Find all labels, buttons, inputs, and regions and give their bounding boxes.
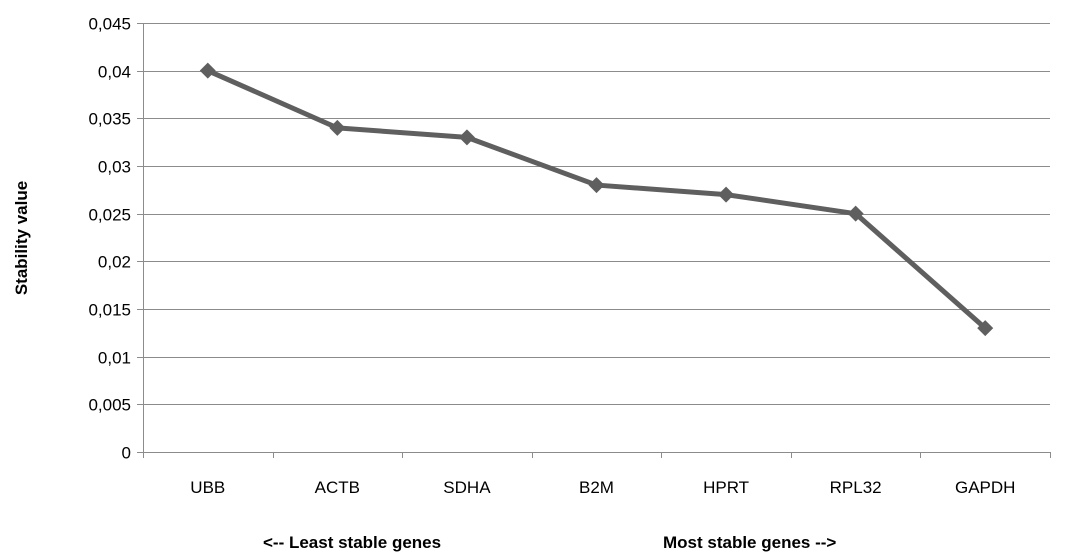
data-point-marker bbox=[329, 119, 346, 136]
series-line bbox=[199, 62, 994, 337]
data-point-marker bbox=[847, 205, 864, 222]
y-tick-label: 0,04 bbox=[98, 63, 131, 82]
axes bbox=[137, 23, 1051, 458]
data-point-marker bbox=[458, 129, 475, 146]
x-tick-label: RPL32 bbox=[830, 478, 882, 497]
x-axis-title-right: Most stable genes --> bbox=[663, 533, 836, 552]
data-point-marker bbox=[718, 186, 735, 203]
y-tick-label: 0,02 bbox=[98, 253, 131, 272]
y-tick-label: 0 bbox=[122, 444, 131, 463]
x-axis-title-left: <-- Least stable genes bbox=[263, 533, 441, 552]
data-point-marker bbox=[588, 177, 605, 194]
series-polyline bbox=[205, 68, 988, 331]
y-tick-label: 0,025 bbox=[88, 206, 131, 225]
y-tick-labels: 0 0,005 0,01 0,015 0,02 0,025 0,03 0,035 0,04 0,0… bbox=[88, 15, 131, 463]
x-tick-label: HPRT bbox=[703, 478, 749, 497]
y-tick-label: 0,015 bbox=[88, 301, 131, 320]
x-tick-label: UBB bbox=[190, 478, 225, 497]
data-point-marker bbox=[199, 62, 216, 79]
grid-lines bbox=[143, 23, 1050, 405]
y-tick-label: 0,01 bbox=[98, 349, 131, 368]
x-tick-label: ACTB bbox=[315, 478, 360, 497]
x-tick-label: SDHA bbox=[443, 478, 491, 497]
y-tick-label: 0,035 bbox=[88, 110, 131, 129]
data-point-marker bbox=[977, 320, 994, 337]
x-tick-labels: UBB ACTB SDHA B2M HPRT RPL32 GAPDH bbox=[190, 478, 1015, 497]
y-tick-label: 0,005 bbox=[88, 396, 131, 415]
x-tick-label: GAPDH bbox=[955, 478, 1015, 497]
x-tick-label: B2M bbox=[579, 478, 614, 497]
y-axis-title: Stability value bbox=[12, 181, 31, 295]
y-tick-label: 0,045 bbox=[88, 15, 131, 34]
y-tick-label: 0,03 bbox=[98, 158, 131, 177]
